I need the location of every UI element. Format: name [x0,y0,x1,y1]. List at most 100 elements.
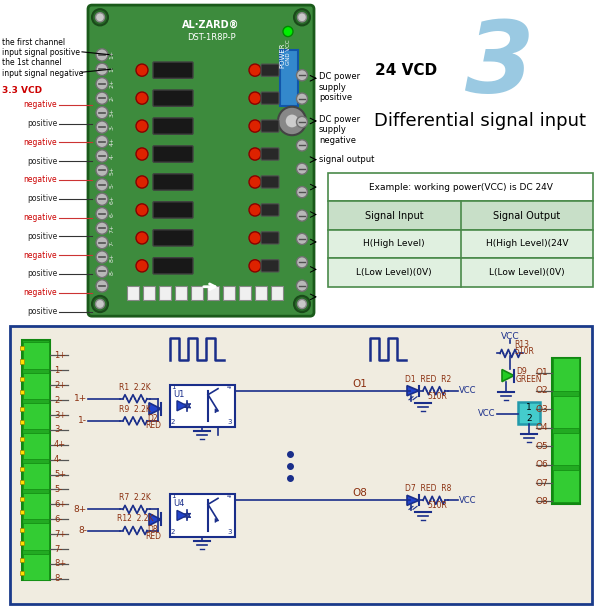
Bar [20,359,24,364]
Text: 1-: 1- [78,417,87,425]
Text: O7: O7 [535,478,548,487]
Circle shape [96,207,108,220]
Circle shape [249,148,261,160]
Text: 4+: 4+ [110,137,114,146]
Text: 8-: 8- [54,574,63,583]
Text: VCC: VCC [459,496,477,505]
Text: 8+: 8+ [74,505,87,514]
FancyBboxPatch shape [153,118,193,134]
Polygon shape [407,495,419,505]
Text: positive: positive [26,345,57,354]
Bar [20,467,24,471]
Text: 7+: 7+ [110,223,114,233]
Text: VCC: VCC [459,386,477,395]
Bar [328,258,593,287]
FancyBboxPatch shape [261,232,279,244]
Circle shape [249,260,261,272]
Bar [271,285,283,300]
Text: 4+: 4+ [54,440,66,450]
Bar [518,402,540,424]
Circle shape [297,163,308,174]
Text: 3: 3 [465,16,535,113]
Text: D8: D8 [147,525,158,534]
Text: the first channel
input signal positive: the first channel input signal positive [2,38,80,57]
Circle shape [96,251,108,263]
Text: H(High Level): H(High Level) [364,240,425,248]
Text: positive: positive [26,194,57,203]
Text: 2+: 2+ [110,79,114,88]
Polygon shape [407,386,419,396]
Bar [280,50,298,106]
Circle shape [96,107,108,119]
Bar [20,407,24,411]
Bar [553,470,579,503]
Circle shape [249,176,261,188]
FancyBboxPatch shape [153,174,193,190]
Text: 1+: 1+ [54,351,66,360]
Bar [552,359,580,504]
Bar [20,497,24,501]
Bar [20,571,24,575]
Bar [127,285,139,300]
Text: 6-: 6- [54,515,63,524]
Text: 7-: 7- [110,240,114,246]
Bar [255,285,267,300]
Circle shape [136,260,148,272]
Bar [223,285,235,300]
Text: positive: positive [26,232,57,241]
Text: O2: O2 [535,387,548,395]
FancyBboxPatch shape [153,257,193,274]
Circle shape [249,64,261,76]
Circle shape [249,204,261,216]
Text: 1+: 1+ [110,51,114,59]
Circle shape [96,121,108,133]
Text: 1
2: 1 2 [526,403,532,423]
Text: POWER: POWER [279,42,285,68]
Text: 5-: 5- [54,485,62,494]
Text: 5+: 5+ [54,470,66,479]
Bar [553,396,579,428]
Bar [20,480,24,484]
Text: O4: O4 [535,423,548,432]
Circle shape [96,193,108,206]
FancyBboxPatch shape [261,148,279,160]
Text: D9: D9 [516,367,527,376]
Bar [23,493,49,520]
Text: DST-1R8P-P: DST-1R8P-P [187,33,235,42]
Text: O1: O1 [535,368,548,377]
Text: negative: negative [23,100,57,109]
Circle shape [297,13,306,22]
Polygon shape [502,370,514,382]
Text: negative: negative [23,251,57,260]
Circle shape [92,296,108,312]
Text: O3: O3 [535,405,548,414]
Circle shape [297,93,308,104]
Circle shape [297,70,308,81]
Polygon shape [215,518,218,523]
Circle shape [294,296,310,312]
Bar [20,346,24,350]
Text: R9  2.2K: R9 2.2K [119,405,151,414]
Circle shape [96,13,105,22]
Text: U4: U4 [173,500,184,508]
Text: 2: 2 [171,528,175,534]
Text: R7  2.2K: R7 2.2K [119,493,151,503]
Circle shape [96,237,108,249]
Bar [20,420,24,424]
FancyBboxPatch shape [261,92,279,104]
Bar [22,340,50,580]
Circle shape [297,117,308,127]
Bar [20,376,24,381]
Text: DC power
supply
positive: DC power supply positive [319,72,360,102]
Bar [191,285,203,300]
Text: the 1st channel
input signal negative: the 1st channel input signal negative [2,59,83,78]
Text: positive: positive [26,307,57,316]
Circle shape [285,114,299,128]
Text: 5+: 5+ [110,166,114,175]
Bar [143,285,155,300]
Text: RED: RED [145,421,161,430]
Circle shape [96,164,108,176]
Text: negative: negative [23,176,57,184]
Text: Differential signal input: Differential signal input [374,112,586,130]
FancyBboxPatch shape [153,146,193,162]
